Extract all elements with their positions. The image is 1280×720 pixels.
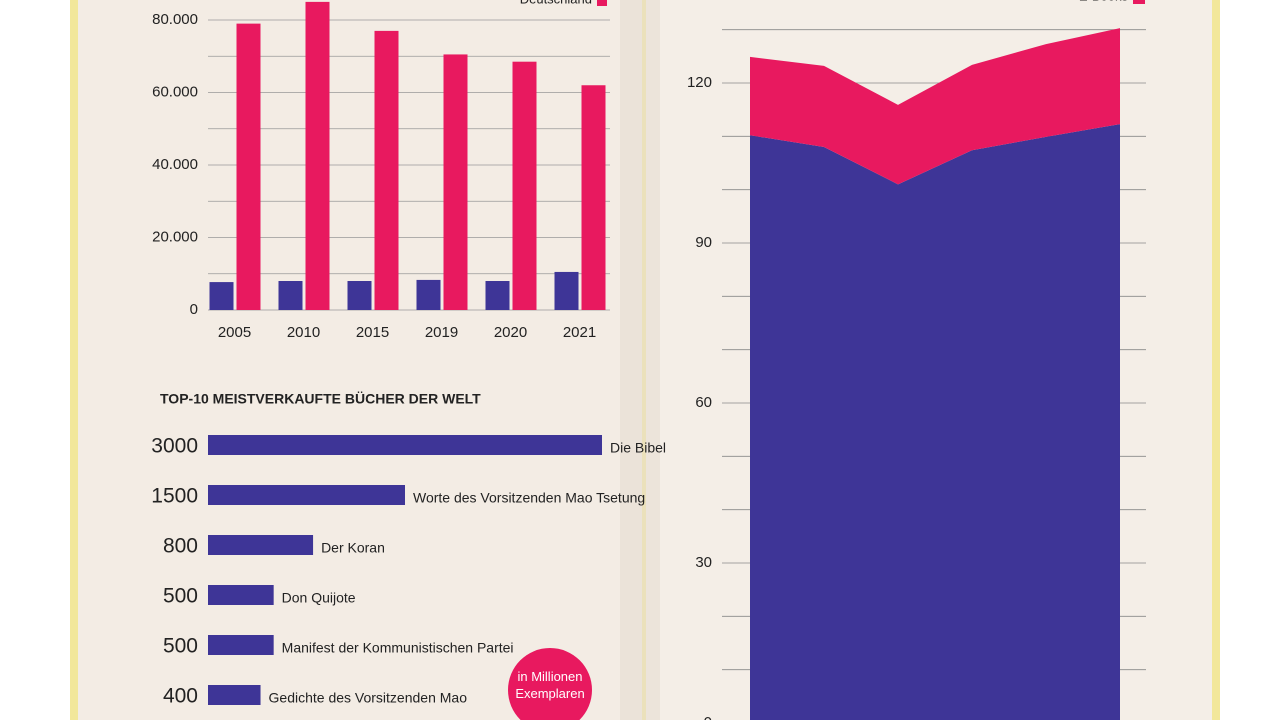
legend-swatch bbox=[597, 0, 607, 6]
x-tick-label: 2021 bbox=[563, 324, 596, 341]
bar bbox=[512, 61, 537, 310]
y-tick-label: 60.000 bbox=[152, 83, 198, 100]
bar bbox=[374, 30, 399, 310]
value-label: 1500 bbox=[151, 485, 198, 508]
left-page bbox=[78, 0, 642, 720]
y-tick-label: 30 bbox=[695, 554, 712, 571]
bar bbox=[305, 1, 330, 310]
x-tick-label: 2020 bbox=[494, 324, 527, 341]
value-label: 800 bbox=[163, 535, 198, 558]
x-tick-label: 2019 bbox=[425, 324, 458, 341]
chart-title: TOP-10 MEISTVERKAUFTE BÜCHER DER WELT bbox=[160, 391, 481, 407]
value-label: 400 bbox=[163, 685, 198, 708]
area bbox=[750, 28, 1120, 185]
x-tick-label: 2005 bbox=[218, 324, 251, 341]
value-label: 500 bbox=[163, 635, 198, 658]
bar bbox=[209, 282, 234, 310]
y-tick-label: 80.000 bbox=[152, 11, 198, 28]
bar bbox=[485, 281, 510, 310]
bar bbox=[208, 435, 602, 455]
bar bbox=[236, 23, 261, 310]
legend-label: Deutschland bbox=[520, 0, 592, 6]
area bbox=[750, 124, 1120, 720]
bar bbox=[208, 635, 274, 655]
category-label: Die Bibel bbox=[610, 440, 666, 456]
legend-label: E-Books bbox=[1079, 0, 1129, 3]
annotation-box: in Millionen Exemplaren bbox=[515, 669, 585, 701]
value-label: 500 bbox=[163, 585, 198, 608]
category-label: Der Koran bbox=[321, 540, 385, 556]
bar bbox=[278, 281, 303, 310]
value-label: 3000 bbox=[151, 435, 198, 458]
bar bbox=[208, 585, 274, 605]
gutter-shadow bbox=[620, 0, 660, 720]
y-tick-label: 0 bbox=[190, 301, 198, 318]
y-tick-label: 20.000 bbox=[152, 228, 198, 245]
y-tick-label: 90 bbox=[695, 234, 712, 251]
annotation: in Millionen Exemplaren bbox=[515, 669, 585, 701]
category-label: Gedichte des Vorsitzenden Mao bbox=[269, 690, 468, 706]
y-tick-label: 0 bbox=[704, 714, 712, 720]
bar bbox=[581, 85, 606, 310]
category-label: Manifest der Kommunistischen Partei bbox=[282, 640, 514, 656]
bar bbox=[208, 535, 314, 555]
legend-swatch bbox=[1133, 0, 1145, 4]
annotation-badge bbox=[508, 648, 592, 720]
bar bbox=[347, 281, 372, 310]
bar bbox=[554, 271, 579, 310]
x-tick-label: 2015 bbox=[356, 324, 389, 341]
category-label: Don Quijote bbox=[282, 590, 356, 606]
y-tick-label: 120 bbox=[687, 74, 712, 91]
bar bbox=[208, 485, 405, 505]
category-label: Worte des Vorsitzenden Mao Tsetung bbox=[413, 490, 645, 506]
bar bbox=[416, 279, 441, 310]
y-tick-label: 60 bbox=[695, 394, 712, 411]
bar bbox=[208, 685, 261, 705]
y-tick-label: 40.000 bbox=[152, 156, 198, 173]
bar bbox=[443, 54, 468, 310]
x-tick-label: 2010 bbox=[287, 324, 320, 341]
